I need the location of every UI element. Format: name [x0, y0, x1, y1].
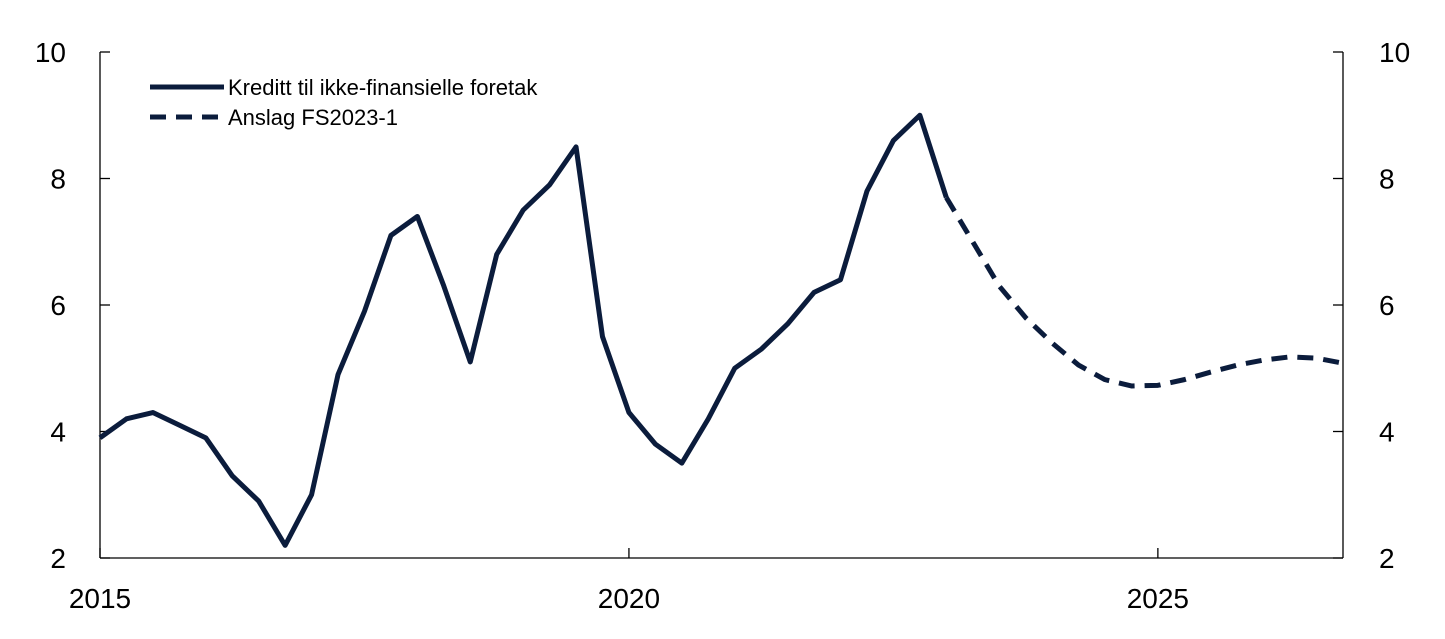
- chart-axes: 2 2 4 4 6 6 8 8 10 10 2015 2020 2025: [35, 37, 1410, 614]
- y-tick-label-left: 4: [50, 417, 66, 448]
- y-tick-label-right: 2: [1379, 543, 1395, 574]
- chart-legend: Kreditt til ikke-finansielle foretak Ansl…: [150, 75, 538, 130]
- y-tick-label-left: 10: [35, 37, 66, 68]
- y-tick-label-left: 2: [50, 543, 66, 574]
- y-tick-label-right: 8: [1379, 164, 1395, 195]
- legend-label: Anslag FS2023-1: [228, 105, 398, 130]
- chart-series-layer: [98, 112, 1344, 548]
- legend-label: Kreditt til ikke-finansielle foretak: [228, 75, 538, 100]
- forecast-series-line: [944, 196, 1344, 389]
- y-tick-label-left: 8: [50, 164, 66, 195]
- y-tick-label-right: 10: [1379, 37, 1410, 68]
- y-tick-label-left: 6: [50, 290, 66, 321]
- y-tick-label-right: 4: [1379, 417, 1395, 448]
- credit-series-line: [98, 112, 949, 548]
- x-tick-label: 2015: [69, 583, 131, 614]
- x-tick-label: 2025: [1127, 583, 1189, 614]
- y-tick-label-right: 6: [1379, 290, 1395, 321]
- x-tick-label: 2020: [598, 583, 660, 614]
